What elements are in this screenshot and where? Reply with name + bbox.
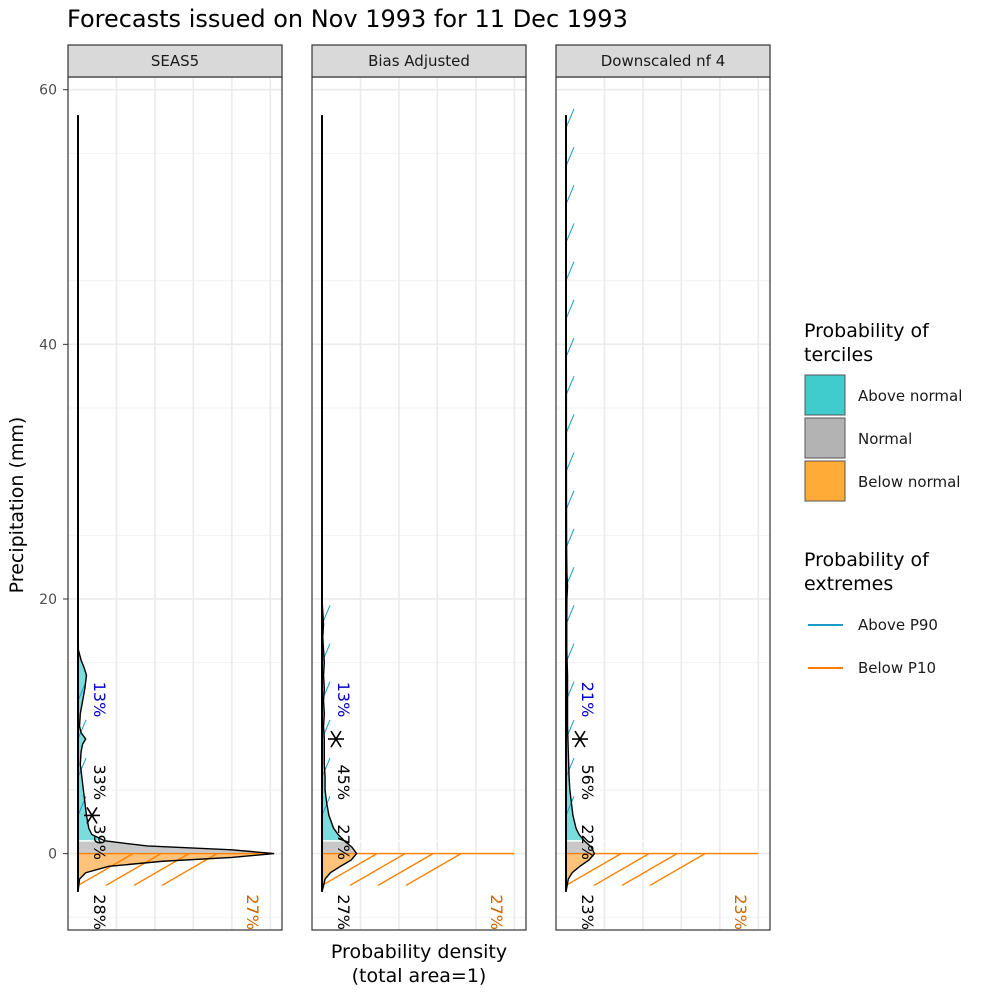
y-axis-title: Precipitation (mm) — [6, 417, 28, 594]
x-axis-title-line2: (total area=1) — [352, 965, 487, 987]
pct-above-normal: 33% — [90, 764, 109, 800]
above-p90-hatch — [565, 261, 575, 281]
legend-terciles: Above normal Normal Below normal — [804, 374, 962, 502]
panel-strip — [67, 44, 283, 78]
density-curve — [77, 115, 275, 892]
pct-extreme-high: 21% — [578, 682, 597, 718]
panel-strip — [311, 44, 527, 78]
above-p90-hatch — [565, 146, 575, 167]
pct-below-normal: 27% — [334, 894, 353, 930]
below-normal-area — [78, 853, 275, 892]
legend-swatch — [804, 374, 846, 416]
panel-border — [67, 76, 283, 931]
below-p10-hatch — [649, 853, 706, 887]
below-p10-hatch — [377, 853, 434, 887]
y-tick-label: 60 — [39, 83, 57, 99]
y-axis: 0 20 40 60 — [39, 83, 68, 863]
panels: 13% 33% 39% 28% 27% SEAS5 13% 45% 27% 27% 27% Bias … — [67, 44, 771, 931]
above-p90-hatch — [565, 108, 575, 129]
pct-normal: 22% — [578, 824, 597, 860]
observed-marker — [574, 730, 586, 748]
legend: Probability of terciles Above normal Norm… — [804, 320, 962, 677]
above-p90-hatch — [565, 757, 575, 778]
above-p90-hatch — [565, 528, 575, 549]
above-p90-hatch — [565, 414, 575, 434]
below-p10-hatch — [133, 853, 190, 887]
y-tick-label: 20 — [39, 592, 57, 608]
panel-strip-label: Downscaled nf 4 — [601, 52, 726, 70]
legend-tercile-label: Above normal — [858, 387, 962, 405]
panel-strip-label: Bias Adjusted — [368, 52, 470, 70]
below-p10-hatch — [321, 853, 378, 887]
below-p10-hatch — [77, 853, 134, 887]
legend-swatch — [804, 460, 846, 502]
above-p90-hatch — [565, 452, 575, 472]
panel-border — [555, 76, 771, 931]
above-normal-area — [566, 115, 585, 841]
panel-strip-label: SEAS5 — [151, 52, 199, 70]
above-p90-hatch — [565, 375, 575, 396]
below-normal-area — [322, 853, 357, 892]
below-p10-hatch — [105, 853, 162, 887]
above-p90-hatch — [321, 757, 331, 778]
pct-extreme-low: 27% — [243, 894, 262, 930]
legend-extremes-title-2: extremes — [804, 573, 893, 595]
above-p90-hatch — [565, 223, 575, 243]
above-p90-hatch — [321, 719, 331, 740]
above-p90-hatch — [77, 719, 87, 740]
pct-extreme-high: 13% — [334, 682, 353, 718]
pct-above-normal: 56% — [578, 764, 597, 800]
above-p90-hatch — [77, 757, 87, 778]
legend-extremes-title-1: Probability of — [804, 549, 930, 571]
above-p90-hatch — [321, 643, 331, 663]
panel-0: 13% 33% 39% 28% 27% SEAS5 — [67, 44, 283, 931]
legend-extreme-label: Above P90 — [858, 616, 938, 634]
legend-extreme-label: Below P10 — [858, 659, 936, 677]
y-tick-label: 40 — [39, 337, 57, 353]
observed-marker — [86, 806, 98, 824]
y-tick-label: 0 — [48, 847, 57, 863]
legend-tercile-label: Below normal — [858, 473, 960, 491]
x-axis-title-line1: Probability density — [331, 941, 507, 963]
panel-1: 13% 45% 27% 27% 27% Bias Adjusted — [311, 44, 527, 931]
pct-below-normal: 28% — [90, 894, 109, 930]
below-p10-hatch — [349, 853, 406, 887]
legend-terciles-title-2: terciles — [804, 344, 873, 366]
legend-tercile-label: Normal — [858, 430, 912, 448]
pct-extreme-low: 23% — [731, 894, 750, 930]
below-p10-hatch — [593, 853, 650, 887]
above-p90-hatch — [565, 299, 575, 320]
below-p10-hatch — [405, 853, 462, 887]
above-normal-area — [78, 115, 105, 841]
pct-below-normal: 23% — [578, 894, 597, 930]
below-normal-area — [566, 853, 595, 892]
above-p90-hatch — [565, 796, 575, 816]
panel-border — [311, 76, 527, 931]
pct-normal: 39% — [90, 824, 109, 860]
pct-normal: 27% — [334, 824, 353, 860]
observed-marker — [330, 730, 342, 748]
below-p10-hatch — [565, 853, 622, 887]
above-p90-hatch — [565, 185, 575, 205]
above-p90-hatch — [565, 490, 575, 511]
legend-terciles-title-1: Probability of — [804, 320, 930, 342]
pct-above-normal: 45% — [334, 764, 353, 800]
above-p90-hatch — [321, 796, 331, 816]
pct-extreme-low: 27% — [487, 894, 506, 930]
above-p90-hatch — [565, 337, 575, 358]
legend-swatch — [804, 417, 846, 459]
panel-2: 21% 56% 22% 23% 23% Downscaled nf 4 — [555, 44, 771, 931]
legend-extremes: Above P90 Below P10 — [808, 616, 938, 677]
pct-extreme-high: 13% — [90, 682, 109, 718]
below-p10-hatch — [621, 853, 678, 887]
panel-strip — [555, 44, 771, 78]
chart-title: Forecasts issued on Nov 1993 for 11 Dec … — [67, 5, 628, 33]
